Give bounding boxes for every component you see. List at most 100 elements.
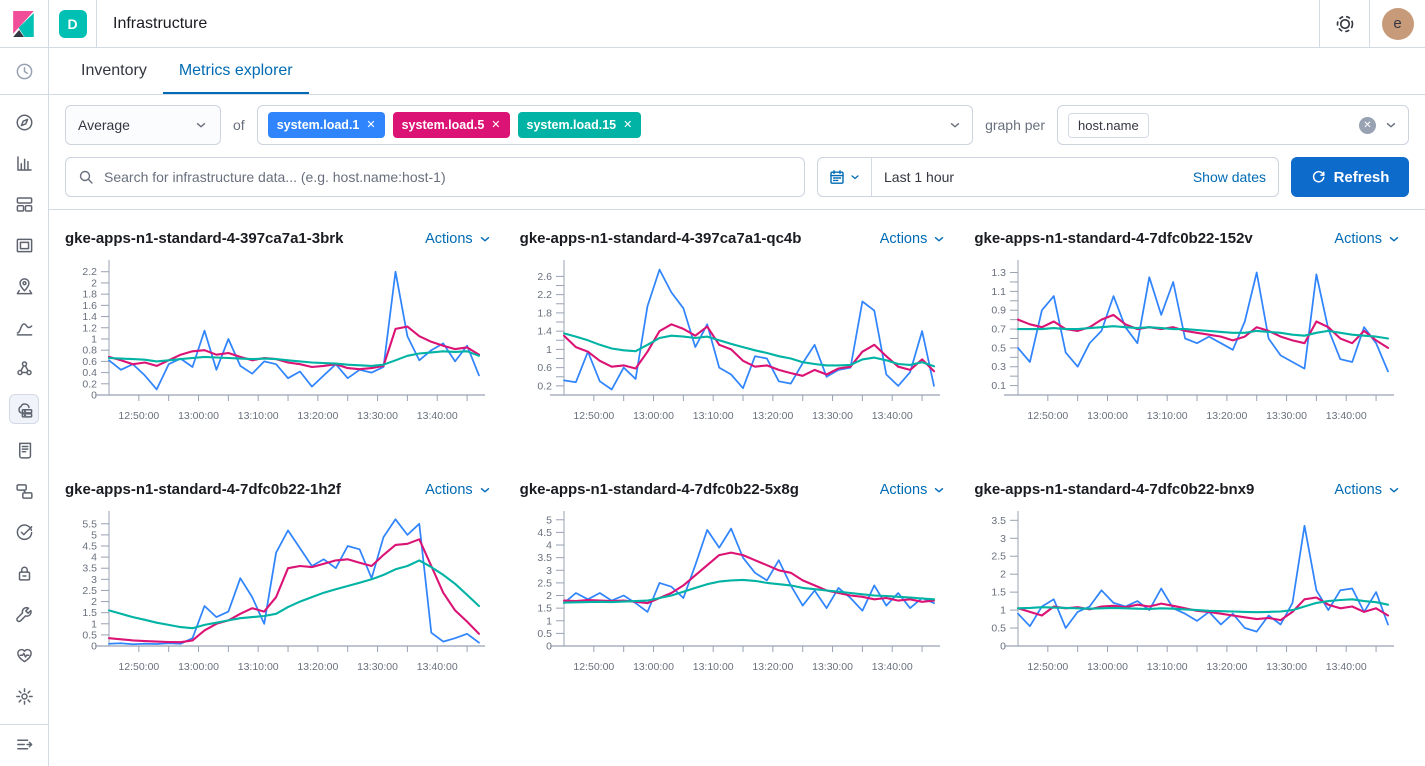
sidebar-item-siem[interactable]	[9, 558, 39, 588]
search-input[interactable]	[104, 169, 792, 185]
tab-metrics-explorer[interactable]: Metrics explorer	[163, 48, 309, 94]
metric-chip[interactable]: system.load.1 ✕	[267, 112, 385, 138]
chart-actions-label: Actions	[1334, 230, 1382, 247]
y-tick-label: 2.5	[992, 551, 1007, 563]
chevron-down-icon	[950, 122, 960, 128]
x-axis: 12:50:00 13:00:00 13:10:00 13:20:00 13:30:00…	[549, 394, 940, 422]
y-tick-label: 5.5	[82, 518, 97, 530]
y-tick-label: 0.1	[992, 380, 1007, 392]
sidebar-item-canvas[interactable]	[9, 230, 39, 260]
space-selector-button[interactable]: D	[49, 0, 97, 47]
metric-chart-card: gke-apps-n1-standard-4-7dfc0b22-5x8g Acti…	[520, 481, 947, 682]
group-by-combobox[interactable]: host.name ✕	[1057, 105, 1409, 145]
quick-select-button[interactable]	[818, 158, 872, 196]
calendar-icon	[829, 170, 844, 184]
sidebar-item-uptime[interactable]	[9, 517, 39, 547]
clock-icon	[16, 63, 32, 79]
series-line-system.load.15	[562, 332, 935, 368]
sidebar-item-visualize[interactable]	[9, 148, 39, 178]
x-tick-label: 13:00:00	[1087, 661, 1128, 673]
chevron-down-icon	[1389, 487, 1399, 492]
refresh-button[interactable]: Refresh	[1291, 157, 1409, 197]
tab-inventory[interactable]: Inventory	[65, 48, 163, 94]
sidebar-item-management[interactable]	[9, 681, 39, 711]
metric-chart-card: gke-apps-n1-standard-4-7dfc0b22-bnx9 Acti…	[974, 481, 1401, 682]
y-tick-label: 0.9	[992, 305, 1007, 317]
y-tick-label: 3.5	[992, 515, 1007, 527]
deployment-icon	[1336, 15, 1353, 32]
apm-icon	[15, 483, 33, 499]
chart-actions-button[interactable]: Actions	[880, 482, 947, 498]
sidebar-item-graph[interactable]	[9, 353, 39, 383]
sidebar-item-machine-learning[interactable]	[9, 312, 39, 342]
sidebar-item-recent[interactable]	[15, 62, 34, 81]
chart-actions-button[interactable]: Actions	[425, 482, 492, 498]
uptime-icon	[16, 523, 32, 540]
sidebar-item-apm[interactable]	[9, 476, 39, 506]
chart-actions-label: Actions	[879, 230, 928, 247]
kibana-logo-button[interactable]	[0, 0, 49, 47]
metric-chart-card: gke-apps-n1-standard-4-397ca7a1-qc4b Acti…	[520, 230, 947, 431]
top-bar: D Infrastructure e	[0, 0, 1425, 48]
metric-chart-card: gke-apps-n1-standard-4-397ca7a1-3brk Acti…	[65, 230, 492, 431]
x-tick-label: 13:30:00	[357, 410, 398, 422]
chart-actions-button[interactable]: Actions	[1334, 231, 1401, 247]
y-tick-label: 3	[91, 574, 97, 586]
remove-metric-icon[interactable]: ✕	[491, 118, 501, 131]
x-tick-label: 13:20:00	[1207, 410, 1248, 422]
metric-chip[interactable]: system.load.5 ✕	[392, 112, 510, 138]
sidebar-item-dev-tools[interactable]	[9, 599, 39, 629]
series-line-system.load.5	[107, 325, 481, 371]
chart-actions-button[interactable]: Actions	[425, 231, 492, 247]
chart-title: gke-apps-n1-standard-4-7dfc0b22-1h2f	[65, 481, 341, 498]
refresh-icon	[1312, 170, 1325, 183]
search-box	[65, 157, 805, 197]
sidebar-item-infrastructure[interactable]	[9, 394, 39, 424]
show-dates-button[interactable]: Show dates	[1193, 169, 1278, 185]
breadcrumb: Infrastructure	[113, 14, 208, 32]
refresh-label: Refresh	[1333, 168, 1390, 186]
x-tick-label: 13:20:00	[752, 661, 793, 673]
lock-icon	[18, 566, 30, 581]
metrics-combobox[interactable]: system.load.1 ✕ system.load.5 ✕ system.load.…	[256, 105, 974, 145]
chart-actions-label: Actions	[1334, 481, 1382, 498]
graph-icon	[16, 360, 32, 375]
x-tick-label: 13:40:00	[871, 661, 912, 673]
chart-actions-button[interactable]: Actions	[880, 231, 947, 247]
metric-chip[interactable]: system.load.15 ✕	[517, 112, 642, 138]
chart-actions-button[interactable]: Actions	[1334, 482, 1401, 498]
charts-grid: gke-apps-n1-standard-4-397ca7a1-3brk Acti…	[49, 210, 1425, 692]
sidebar-item-maps[interactable]	[9, 271, 39, 301]
group-by-chip[interactable]: host.name	[1068, 112, 1149, 138]
y-tick-label: 0.5	[82, 629, 97, 641]
x-axis: 12:50:00 13:00:00 13:10:00 13:20:00 13:30:00…	[95, 394, 485, 422]
series-line-system.load.1	[562, 268, 935, 391]
bar-chart-icon	[16, 155, 32, 171]
series-line-system.load.1	[562, 527, 935, 613]
sidebar-item-stack-monitoring[interactable]	[9, 640, 39, 670]
avatar[interactable]: e	[1381, 7, 1414, 40]
x-tick-label: 13:10:00	[1147, 661, 1188, 673]
y-tick-label: 2.6	[537, 271, 552, 283]
sidebar-item-discover[interactable]	[9, 107, 39, 137]
y-tick-label: 1.4	[82, 311, 97, 323]
x-tick-label: 13:40:00	[1326, 410, 1367, 422]
y-tick-label: 1.3	[992, 267, 1007, 279]
compass-icon	[16, 114, 32, 130]
y-tick-label: 0.7	[992, 324, 1007, 336]
aggregation-select[interactable]: Average	[65, 105, 221, 145]
series-line-system.load.15	[1017, 598, 1390, 614]
clear-group-by-button[interactable]: ✕	[1359, 116, 1376, 134]
remove-metric-icon[interactable]: ✕	[366, 118, 376, 131]
x-tick-label: 13:20:00	[297, 410, 338, 422]
sidebar-item-logs[interactable]	[9, 435, 39, 465]
chevron-down-icon	[1389, 236, 1399, 241]
remove-metric-icon[interactable]: ✕	[623, 118, 633, 131]
x-tick-label: 12:50:00	[118, 661, 159, 673]
y-tick-label: 0.3	[992, 361, 1007, 373]
time-range-value[interactable]: Last 1 hour	[872, 169, 1193, 185]
deployment-button[interactable]	[1319, 0, 1369, 47]
collapse-menu-button[interactable]	[15, 735, 34, 757]
sidebar-item-dashboard[interactable]	[9, 189, 39, 219]
y-tick-label: 0.2	[537, 380, 552, 392]
